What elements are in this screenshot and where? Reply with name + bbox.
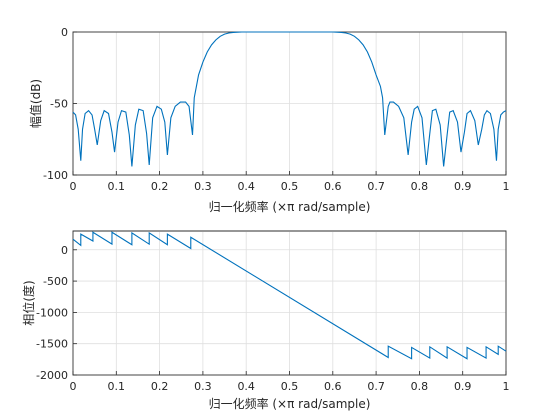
magnitude-x-tick-label: 0.2: [151, 180, 169, 193]
magnitude-x-tick-label: 0: [70, 180, 77, 193]
phase-y-axis-label: 相位(度): [21, 280, 36, 325]
magnitude-x-tick-label: 1: [503, 180, 510, 193]
phase-x-tick-label: 0.5: [281, 380, 299, 393]
phase-x-axis-label: 归一化频率 (×π rad/sample): [209, 396, 371, 411]
phase-x-tick-label: 0: [70, 380, 77, 393]
phase-axes-box: [72, 230, 507, 376]
phase-x-tick-label: 1: [503, 380, 510, 393]
phase-series-line: [72, 231, 507, 360]
magnitude-y-tick-label: -50: [50, 98, 68, 111]
phase-x-tick-label: 0.9: [454, 380, 472, 393]
phase-x-tick-label: 0.4: [237, 380, 255, 393]
phase-y-tick-label: -1500: [36, 338, 68, 351]
phase-y-tick-label: -1000: [36, 306, 68, 319]
magnitude-x-tick-label: 0.1: [108, 180, 126, 193]
phase-x-tick-label: 0.7: [367, 380, 385, 393]
magnitude-x-axis-label: 归一化频率 (×π rad/sample): [209, 199, 371, 214]
phase-x-tick-label: 0.6: [324, 380, 342, 393]
phase-x-tick-label: 0.2: [151, 380, 169, 393]
magnitude-x-tick-label: 0.9: [454, 180, 472, 193]
phase-plot: 0 0.1 0.2 0.3 0.4 0.5 0.6 0.7 0.8 0.9 1 -2000 -1500 -…: [21, 230, 510, 411]
phase-x-tick-label: 0.8: [411, 380, 429, 393]
phase-x-tick-label: 0.1: [108, 380, 126, 393]
magnitude-series-line: [72, 31, 507, 167]
magnitude-x-tick-label: 0.7: [367, 180, 385, 193]
magnitude-x-tick-label: 0.8: [411, 180, 429, 193]
magnitude-y-tick-label: 0: [61, 26, 68, 39]
magnitude-x-tick-label: 0.6: [324, 180, 342, 193]
magnitude-x-tick-label: 0.4: [237, 180, 255, 193]
phase-y-tick-label: 0: [61, 244, 68, 257]
magnitude-x-tick-label: 0.5: [281, 180, 299, 193]
phase-y-tick-label: -500: [43, 275, 68, 288]
phase-x-tick-label: 0.3: [194, 380, 212, 393]
magnitude-y-tick-label: -100: [43, 169, 68, 182]
phase-y-tick-label: -2000: [36, 369, 68, 382]
magnitude-plot: 0 0.1 0.2 0.3 0.4 0.5 0.6 0.7 0.8 0.9 1 -100 -50 0 归一化…: [28, 26, 510, 214]
magnitude-y-axis-label: 幅值(dB): [28, 79, 43, 128]
magnitude-x-tick-label: 0.3: [194, 180, 212, 193]
